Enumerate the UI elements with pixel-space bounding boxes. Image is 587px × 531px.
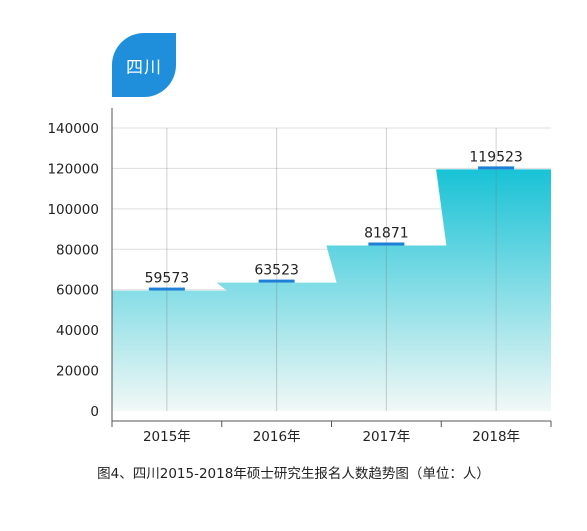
data-label: 59573 <box>145 271 190 287</box>
data-marker <box>368 242 405 246</box>
data-marker <box>148 287 185 291</box>
data-label: 81871 <box>364 226 409 242</box>
x-tick-label: 2015年 <box>143 429 191 445</box>
y-tick-label: 20000 <box>56 364 99 380</box>
data-label: 63523 <box>254 263 299 279</box>
y-tick-label: 0 <box>90 404 99 420</box>
y-tick-label: 140000 <box>47 121 99 137</box>
x-tick-label: 2016年 <box>253 429 301 445</box>
y-tick-label: 60000 <box>56 283 99 299</box>
region-label: 四川 <box>126 57 162 78</box>
chart-caption: 图4、四川2015-2018年硕士研究生报名人数趋势图（单位：人） <box>97 466 490 482</box>
data-marker <box>478 166 515 170</box>
y-tick-label: 120000 <box>47 161 99 177</box>
region-badge: 四川 <box>112 33 176 97</box>
y-tick-label: 80000 <box>56 242 99 258</box>
data-label: 119523 <box>469 149 522 165</box>
x-tick-label: 2017年 <box>362 429 410 445</box>
y-tick-label: 40000 <box>56 323 99 339</box>
data-marker <box>258 279 295 283</box>
x-tick-label: 2018年 <box>472 429 520 445</box>
y-tick-label: 100000 <box>47 202 99 218</box>
area-series <box>112 169 551 411</box>
